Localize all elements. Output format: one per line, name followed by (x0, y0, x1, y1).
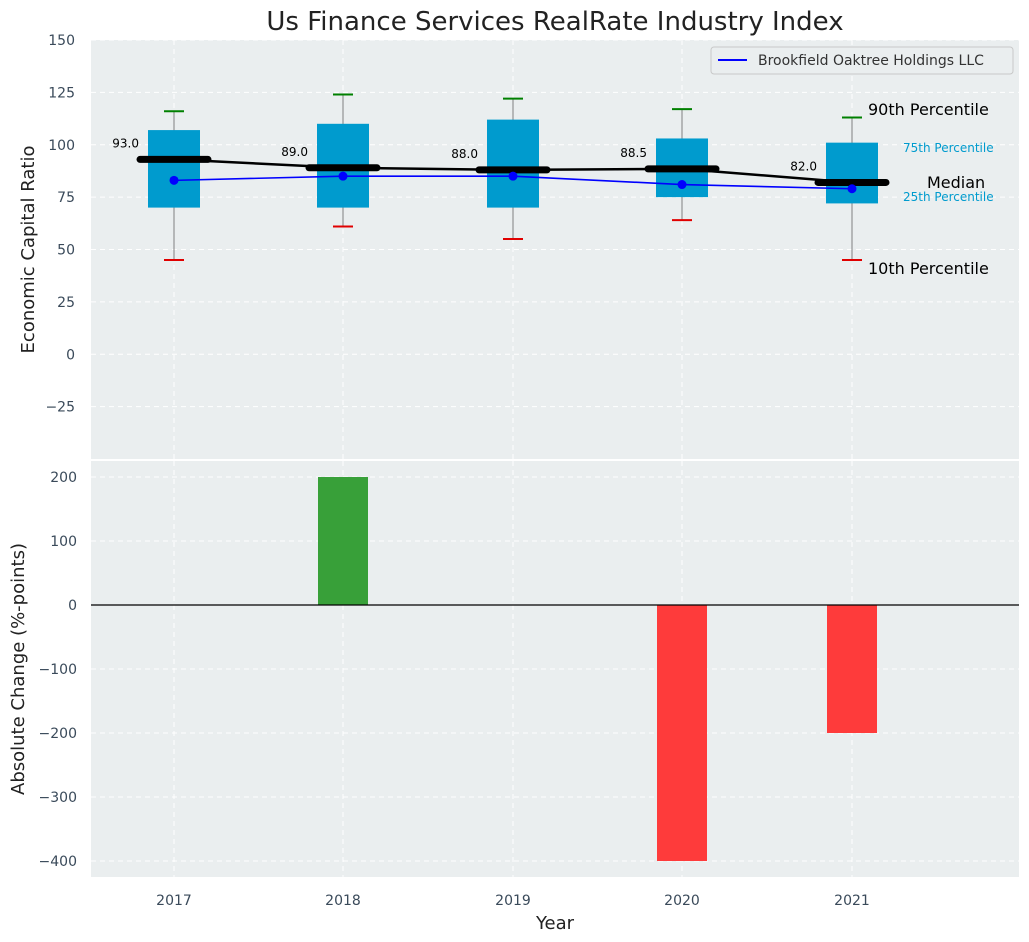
top-ytick-label: 25 (57, 295, 75, 311)
legend-box (710, 46, 1014, 75)
xtick-label-2021: 2021 (834, 893, 870, 909)
top-ytick-label: 125 (48, 85, 75, 101)
bottom-ytick-label: −200 (39, 726, 77, 742)
median-label-2020: 88.5 (620, 146, 647, 160)
bottom-ytick-label: 100 (50, 534, 77, 550)
change-bar-2018 (318, 477, 368, 605)
p90-annotation: 90th Percentile (868, 100, 989, 119)
bottom-ytick-label: −300 (39, 790, 77, 806)
chart-title: Us Finance Services RealRate Industry In… (266, 7, 843, 37)
bottom-ytick-label: −100 (39, 662, 77, 678)
series-point-2019 (508, 171, 518, 181)
bottom-ytick-label: 200 (50, 470, 77, 486)
xtick-label-2019: 2019 (495, 893, 531, 909)
top-ytick-label: −25 (45, 400, 75, 416)
xlabel: Year (535, 913, 575, 934)
xtick-label-2020: 2020 (664, 893, 700, 909)
top-ytick-label: 150 (48, 33, 75, 49)
top-ytick-label: 100 (48, 138, 75, 154)
series-point-2018 (338, 171, 348, 181)
p75-annotation: 75th Percentile (903, 141, 994, 155)
series-point-2020 (677, 180, 687, 190)
median-annotation: Median (927, 173, 985, 192)
xtick-label-2018: 2018 (325, 893, 361, 909)
top-ytick-label: 50 (57, 243, 75, 259)
legend-label: Brookfield Oaktree Holdings LLC (758, 53, 984, 69)
top-ytick-label: 75 (57, 190, 75, 206)
xtick-label-2017: 2017 (156, 893, 192, 909)
top-ylabel: Economic Capital Ratio (18, 146, 39, 354)
bottom-ytick-label: 0 (68, 598, 77, 614)
change-bar-2020 (657, 605, 707, 861)
bottom-ylabel: Absolute Change (%-points) (8, 543, 29, 795)
box-2021 (826, 142, 878, 204)
series-point-2017 (169, 175, 179, 185)
p25-annotation: 25th Percentile (903, 190, 994, 204)
median-label-2019: 88.0 (451, 147, 478, 161)
bottom-ytick-label: −400 (39, 854, 77, 870)
median-label-2021: 82.0 (790, 159, 817, 173)
box-2017 (148, 130, 200, 208)
box-2019 (487, 119, 539, 208)
p10-annotation: 10th Percentile (868, 259, 989, 278)
series-point-2021 (847, 184, 857, 194)
change-bar-2021 (827, 605, 877, 733)
median-label-2018: 89.0 (281, 145, 308, 159)
top-ytick-label: 0 (66, 347, 75, 363)
median-label-2017: 93.0 (112, 136, 139, 150)
